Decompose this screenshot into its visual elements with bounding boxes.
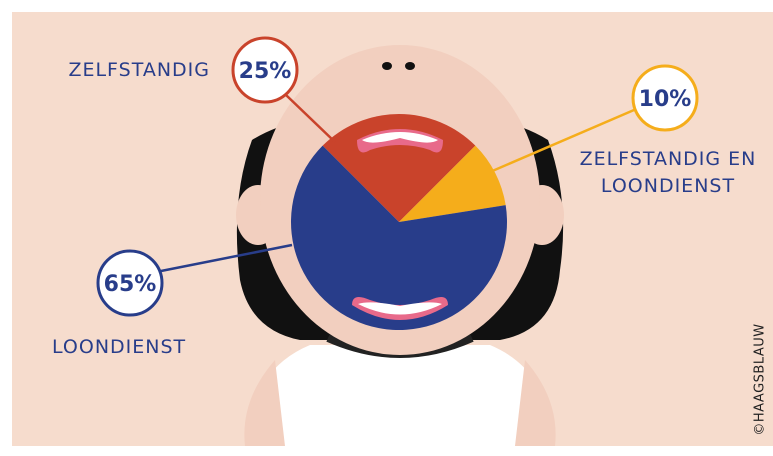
category-label: ZELFSTANDIG EN LOONDIENST: [579, 148, 757, 197]
leader-line: [160, 243, 293, 273]
value-label: 25%: [239, 59, 292, 84]
callout-circle: [231, 36, 299, 104]
leader-line: [285, 94, 336, 143]
value-label: 10%: [639, 87, 692, 112]
teeth: [358, 302, 442, 315]
pie-slice: [399, 145, 506, 222]
nostril: [382, 62, 392, 70]
callout-circle: [96, 249, 164, 317]
credit: ©HAAGSBLAUW: [752, 323, 768, 436]
pie: [291, 114, 507, 331]
category-label: ZELFSTANDIG: [68, 59, 210, 81]
nose: [370, 48, 430, 80]
teeth: [362, 132, 438, 143]
pie-slice: [291, 145, 507, 331]
value-label: 65%: [104, 272, 157, 297]
category-label: LOONDIENST: [52, 336, 187, 358]
callouts: 25% 10% 65%: [96, 36, 699, 317]
shirt: [245, 345, 555, 446]
callout-circle: [631, 64, 699, 132]
leader-line: [489, 108, 635, 174]
nostril: [405, 62, 415, 70]
arms: [244, 360, 556, 446]
